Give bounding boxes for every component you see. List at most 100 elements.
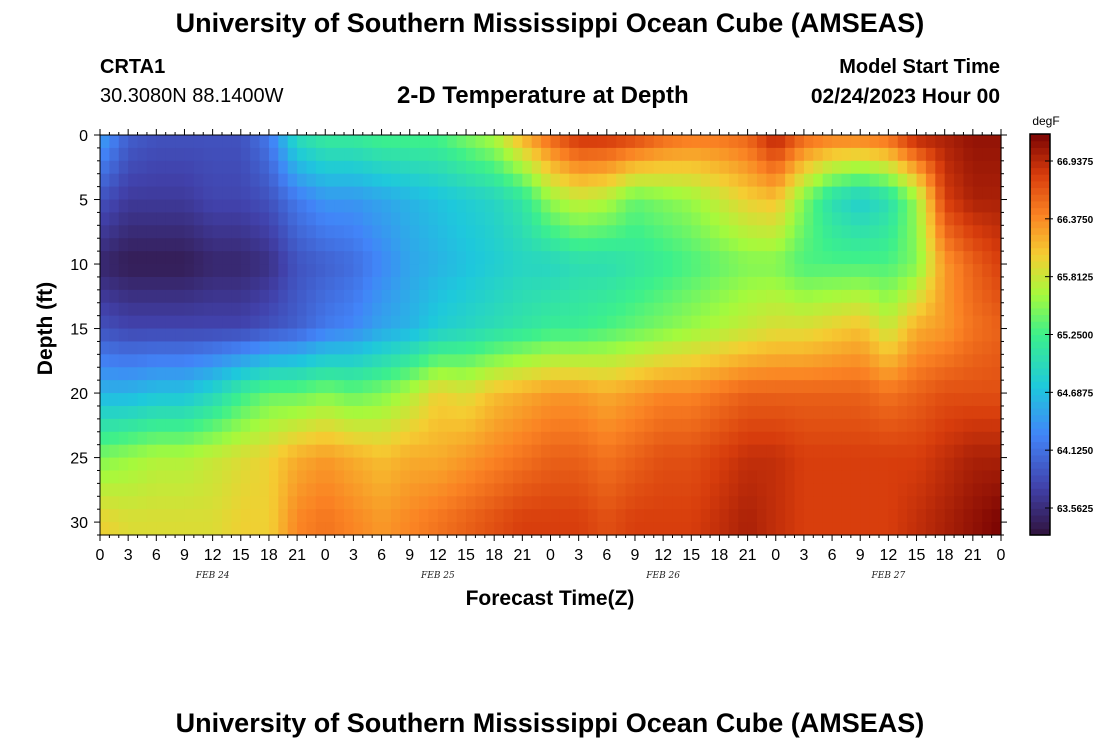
heatmap-cell bbox=[569, 186, 580, 201]
heatmap-cell bbox=[362, 457, 373, 472]
heatmap-cell bbox=[991, 405, 1002, 420]
heatmap-cell bbox=[691, 186, 702, 201]
heatmap-cell bbox=[297, 147, 308, 162]
heatmap-cell bbox=[775, 522, 786, 536]
heatmap-cell bbox=[315, 328, 326, 343]
heatmap-cell bbox=[531, 225, 542, 239]
heatmap-cell bbox=[897, 418, 908, 433]
heatmap-cell bbox=[193, 276, 204, 291]
heatmap-cell bbox=[372, 380, 383, 394]
heatmap-cell bbox=[512, 186, 523, 201]
heatmap-cell bbox=[766, 354, 777, 368]
heatmap-cell bbox=[916, 444, 927, 459]
heatmap-cell bbox=[916, 160, 927, 175]
heatmap-cell bbox=[700, 405, 711, 420]
heatmap-cell bbox=[907, 251, 918, 265]
heatmap-cell bbox=[653, 483, 664, 497]
heatmap-cell bbox=[268, 173, 279, 188]
heatmap-cell bbox=[775, 186, 786, 201]
colorbar-band bbox=[1030, 394, 1050, 402]
heatmap-cell bbox=[550, 328, 561, 343]
heatmap-cell bbox=[315, 289, 326, 304]
heatmap-cell bbox=[184, 457, 195, 472]
heatmap-cell bbox=[344, 380, 355, 394]
heatmap-cell bbox=[672, 509, 683, 523]
heatmap-cell bbox=[663, 264, 674, 278]
heatmap-cell bbox=[841, 212, 852, 226]
heatmap-cell bbox=[334, 341, 345, 355]
heatmap-cell bbox=[278, 431, 289, 446]
heatmap-cell bbox=[907, 302, 918, 317]
heatmap-cell bbox=[907, 380, 918, 394]
heatmap-cell bbox=[982, 393, 993, 407]
heatmap-cell bbox=[785, 135, 796, 149]
heatmap-cell bbox=[512, 405, 523, 420]
heatmap-cell bbox=[250, 264, 261, 278]
heatmap-cell bbox=[897, 393, 908, 407]
heatmap-cell bbox=[344, 289, 355, 304]
heatmap-cell bbox=[634, 405, 645, 420]
x-tick-label: 0 bbox=[997, 547, 1006, 564]
heatmap-cell bbox=[456, 354, 467, 368]
heatmap-cell bbox=[625, 225, 636, 239]
heatmap-cell bbox=[710, 483, 721, 497]
heatmap-cell bbox=[353, 276, 364, 291]
heatmap-cell bbox=[559, 444, 570, 459]
heatmap-cell bbox=[400, 276, 411, 291]
heatmap-cell bbox=[578, 509, 589, 523]
heatmap-cell bbox=[372, 147, 383, 162]
heatmap-cell bbox=[850, 405, 861, 420]
heatmap-cell bbox=[344, 212, 355, 226]
heatmap-cell bbox=[409, 160, 420, 175]
heatmap-cell bbox=[916, 238, 927, 252]
heatmap-cell bbox=[916, 380, 927, 394]
heatmap-cell bbox=[747, 251, 758, 265]
heatmap-cell bbox=[897, 341, 908, 355]
heatmap-cell bbox=[916, 315, 927, 330]
heatmap-cell bbox=[700, 444, 711, 459]
heatmap-cell bbox=[315, 212, 326, 226]
heatmap-cell bbox=[541, 276, 552, 291]
heatmap-cell bbox=[156, 405, 167, 420]
heatmap-cell bbox=[128, 289, 139, 304]
heatmap-cell bbox=[841, 509, 852, 523]
heatmap-cell bbox=[728, 444, 739, 459]
heatmap-cell bbox=[860, 186, 871, 201]
colorbar-band bbox=[1030, 154, 1050, 162]
heatmap-cell bbox=[231, 302, 242, 317]
heatmap-cell bbox=[710, 341, 721, 355]
heatmap-cell bbox=[118, 418, 129, 433]
heatmap-cell bbox=[428, 457, 439, 472]
heatmap-cell bbox=[710, 147, 721, 162]
heatmap-cell bbox=[297, 173, 308, 188]
heatmap-cell bbox=[588, 135, 599, 149]
heatmap-cell bbox=[606, 509, 617, 523]
heatmap-cell bbox=[475, 405, 486, 420]
heatmap-cell bbox=[588, 496, 599, 510]
heatmap-cell bbox=[588, 418, 599, 433]
heatmap-cell bbox=[419, 302, 430, 317]
heatmap-cell bbox=[306, 173, 317, 188]
heatmap-cell bbox=[794, 380, 805, 394]
heatmap-cell bbox=[954, 199, 965, 214]
heatmap-cell bbox=[963, 405, 974, 420]
heatmap-cell bbox=[100, 199, 110, 214]
heatmap-cell bbox=[728, 302, 739, 317]
heatmap-cell bbox=[700, 354, 711, 368]
heatmap-cell bbox=[409, 354, 420, 368]
heatmap-cell bbox=[700, 457, 711, 472]
heatmap-cell bbox=[569, 393, 580, 407]
heatmap-cell bbox=[400, 160, 411, 175]
heatmap-cell bbox=[860, 225, 871, 239]
heatmap-cell bbox=[803, 212, 814, 226]
heatmap-cell bbox=[156, 457, 167, 472]
heatmap-cell bbox=[644, 367, 655, 381]
heatmap-cell bbox=[409, 405, 420, 420]
heatmap-cell bbox=[803, 173, 814, 188]
heatmap-cell bbox=[935, 238, 946, 252]
heatmap-cell bbox=[531, 135, 542, 149]
colorbar-band bbox=[1030, 254, 1050, 262]
heatmap-cell bbox=[315, 238, 326, 252]
heatmap-cell bbox=[616, 341, 627, 355]
heatmap-cell bbox=[419, 264, 430, 278]
